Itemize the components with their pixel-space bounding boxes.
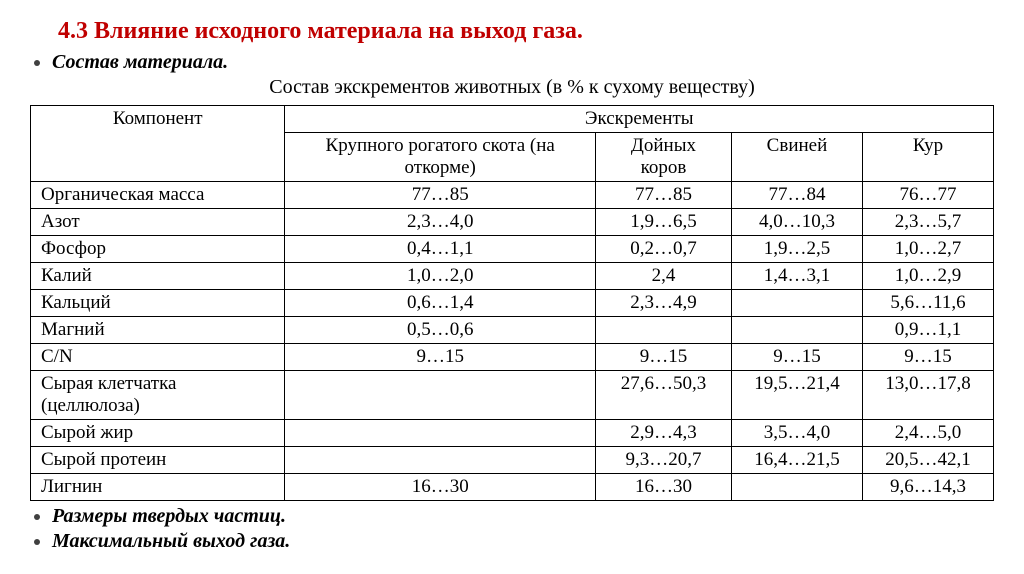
cell: 9…15 xyxy=(285,344,596,371)
bullet-item: Максимальный выход газа. xyxy=(52,530,994,553)
bullet-label: Максимальный выход газа. xyxy=(52,530,290,552)
cell: 9,6…14,3 xyxy=(862,474,993,501)
col-header-cattle: Крупного рогатого скота (на откорме) xyxy=(285,133,596,182)
row-label: Калий xyxy=(31,263,285,290)
bullet-label: Размеры твердых частиц. xyxy=(52,505,286,527)
table-row: Кальций0,6…1,42,3…4,9 5,6…11,6 xyxy=(31,290,994,317)
cell: 9…15 xyxy=(731,344,862,371)
table-row: C/N9…159…159…159…15 xyxy=(31,344,994,371)
cell: 13,0…17,8 xyxy=(862,371,993,420)
bullet-item: Размеры твердых частиц. xyxy=(52,505,994,528)
cell: 0,4…1,1 xyxy=(285,236,596,263)
cell: 1,0…2,0 xyxy=(285,263,596,290)
cell xyxy=(595,317,731,344)
cell: 0,5…0,6 xyxy=(285,317,596,344)
table-caption: Состав экскрементов животных (в % к сухо… xyxy=(30,76,994,99)
cell: 20,5…42,1 xyxy=(862,447,993,474)
row-label: Сырая клетчатка (целлюлоза) xyxy=(31,371,285,420)
cell: 2,3…4,0 xyxy=(285,209,596,236)
table-row: Калий1,0…2,02,41,4…3,11,0…2,9 xyxy=(31,263,994,290)
composition-table: Компонент Экскременты Крупного рогатого … xyxy=(30,105,994,501)
cell: 2,4 xyxy=(595,263,731,290)
row-label: Азот xyxy=(31,209,285,236)
table-row: Азот2,3…4,01,9…6,54,0…10,32,3…5,7 xyxy=(31,209,994,236)
cell xyxy=(285,420,596,447)
cell: 1,9…6,5 xyxy=(595,209,731,236)
row-label: C/N xyxy=(31,344,285,371)
row-label: Сырой протеин xyxy=(31,447,285,474)
col-header-component: Компонент xyxy=(31,106,285,182)
row-label: Органическая масса xyxy=(31,182,285,209)
col-header-hens: Кур xyxy=(862,133,993,182)
cell: 0,6…1,4 xyxy=(285,290,596,317)
cell: 16…30 xyxy=(285,474,596,501)
cell: 76…77 xyxy=(862,182,993,209)
cell: 1,0…2,7 xyxy=(862,236,993,263)
cell: 27,6…50,3 xyxy=(595,371,731,420)
cell xyxy=(731,317,862,344)
bullet-list-after: Размеры твердых частиц. Максимальный вых… xyxy=(30,505,994,553)
table-row: Сырой протеин 9,3…20,716,4…21,520,5…42,1 xyxy=(31,447,994,474)
cell: 16,4…21,5 xyxy=(731,447,862,474)
row-label: Сырой жир xyxy=(31,420,285,447)
table-row: Фосфор0,4…1,10,2…0,71,9…2,51,0…2,7 xyxy=(31,236,994,263)
table-row: Магний0,5…0,6 0,9…1,1 xyxy=(31,317,994,344)
cell xyxy=(285,371,596,420)
table-row: Лигнин16…3016…309,6…14,3 xyxy=(31,474,994,501)
cell: 1,9…2,5 xyxy=(731,236,862,263)
table-row: Органическая масса77…8577…8577…8476…77 xyxy=(31,182,994,209)
cell: 77…85 xyxy=(595,182,731,209)
section-heading: 4.3 Влияние исходного материала на выход… xyxy=(58,18,994,45)
cell: 3,5…4,0 xyxy=(731,420,862,447)
cell: 9…15 xyxy=(862,344,993,371)
cell: 2,4…5,0 xyxy=(862,420,993,447)
table-row: Сырая клетчатка (целлюлоза) 27,6…50,319,5… xyxy=(31,371,994,420)
cell: 0,2…0,7 xyxy=(595,236,731,263)
cell: 16…30 xyxy=(595,474,731,501)
cell: 1,0…2,9 xyxy=(862,263,993,290)
cell: 2,9…4,3 xyxy=(595,420,731,447)
cell: 0,9…1,1 xyxy=(862,317,993,344)
cell: 4,0…10,3 xyxy=(731,209,862,236)
cell: 9…15 xyxy=(595,344,731,371)
col-header-cows: Дойных коров xyxy=(595,133,731,182)
cell: 9,3…20,7 xyxy=(595,447,731,474)
table-body: Органическая масса77…8577…8577…8476…77 А… xyxy=(31,182,994,501)
bullet-item: Состав материала. xyxy=(52,51,994,74)
cell: 19,5…21,4 xyxy=(731,371,862,420)
cell: 5,6…11,6 xyxy=(862,290,993,317)
bullet-list: Состав материала. xyxy=(30,51,994,74)
cell: 77…85 xyxy=(285,182,596,209)
col-header-pigs: Свиней xyxy=(731,133,862,182)
cell xyxy=(285,447,596,474)
cell xyxy=(731,474,862,501)
row-label: Фосфор xyxy=(31,236,285,263)
cell: 2,3…5,7 xyxy=(862,209,993,236)
row-label: Магний xyxy=(31,317,285,344)
cell: 2,3…4,9 xyxy=(595,290,731,317)
cell xyxy=(731,290,862,317)
col-header-group: Экскременты xyxy=(285,106,994,133)
bullet-label: Состав материала. xyxy=(52,51,228,73)
row-label: Кальций xyxy=(31,290,285,317)
cell: 77…84 xyxy=(731,182,862,209)
row-label: Лигнин xyxy=(31,474,285,501)
cell: 1,4…3,1 xyxy=(731,263,862,290)
table-row: Сырой жир 2,9…4,33,5…4,02,4…5,0 xyxy=(31,420,994,447)
